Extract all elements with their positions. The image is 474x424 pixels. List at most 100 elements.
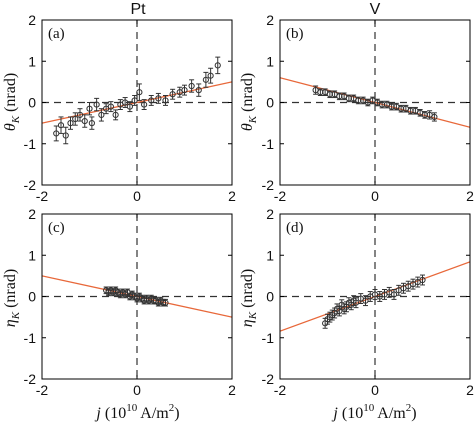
- x-tick-label: 0: [371, 382, 379, 398]
- data-point: [72, 112, 79, 126]
- data-point: [93, 97, 100, 112]
- marker: [162, 299, 169, 306]
- data-point: [141, 99, 148, 111]
- y-tick-label: 0: [28, 95, 36, 111]
- data-point: [57, 116, 65, 134]
- data-point: [169, 88, 176, 100]
- y-symbol: θ: [2, 123, 19, 131]
- data-point: [426, 110, 433, 120]
- x-tick-label: 2: [228, 382, 236, 398]
- data-point: [376, 291, 383, 302]
- x-tick-label: 2: [466, 382, 474, 398]
- y-subscript: K: [10, 311, 22, 320]
- plot-area: [42, 20, 232, 185]
- data-point: [81, 114, 88, 128]
- marker: [122, 99, 129, 106]
- data-point: [117, 99, 124, 111]
- panel-label: (b): [286, 26, 304, 42]
- x-unit-exp: 2: [169, 402, 175, 414]
- data-point: [214, 56, 221, 75]
- y-tick-label: -1: [262, 330, 275, 346]
- data-point: [350, 94, 357, 103]
- data-point: [431, 112, 438, 122]
- marker: [162, 97, 169, 104]
- y-tick-label: 1: [266, 53, 274, 69]
- marker: [390, 291, 398, 298]
- data-point: [162, 298, 169, 307]
- y-unit: (nrad): [2, 73, 19, 116]
- marker: [207, 72, 214, 79]
- data-point: [53, 125, 60, 142]
- data-point: [414, 276, 421, 288]
- x-unit: A/m: [137, 405, 169, 422]
- y-subscript: K: [247, 115, 259, 124]
- y-tick-label: 1: [266, 247, 274, 263]
- marker: [141, 101, 148, 108]
- data-point: [317, 88, 324, 96]
- marker: [419, 276, 426, 284]
- data-point: [371, 288, 379, 300]
- x-axis-title-right: j (1010 A/m2): [331, 402, 416, 422]
- data-point: [383, 100, 390, 109]
- x-tick-label: 0: [371, 188, 379, 204]
- data-point: [390, 288, 398, 300]
- y-symbol: η: [2, 319, 19, 327]
- data-point: [381, 288, 388, 300]
- data-point: [67, 116, 74, 130]
- x-tick-label: -2: [274, 188, 287, 204]
- marker: [57, 122, 65, 129]
- marker: [169, 91, 176, 98]
- y-axis-title-theta: θK (nrad): [2, 73, 22, 131]
- marker: [72, 115, 79, 123]
- data-point: [62, 126, 69, 145]
- column-title-v: V: [370, 1, 381, 18]
- x-var: j: [94, 405, 101, 422]
- marker: [181, 87, 188, 94]
- data-point: [188, 79, 195, 93]
- data-point: [312, 85, 319, 95]
- y-unit: (nrad): [239, 73, 256, 116]
- data-point: [352, 297, 360, 309]
- x-close: ): [411, 405, 416, 422]
- data-point: [122, 97, 129, 108]
- x-unit: A/m: [374, 405, 406, 422]
- y-tick-label: -1: [262, 136, 275, 152]
- marker: [126, 103, 133, 110]
- y-tick-label: -1: [24, 330, 37, 346]
- y-tick-label: 0: [28, 289, 36, 305]
- y-tick-label: -2: [262, 177, 275, 193]
- x-close: ): [174, 405, 179, 422]
- x-axis-title-left: j (1010 A/m2): [94, 402, 179, 422]
- data-point: [98, 108, 105, 122]
- x-tick-label: 0: [133, 188, 141, 204]
- y-tick-label: 0: [266, 95, 274, 111]
- marker: [67, 120, 74, 127]
- data-point: [126, 101, 133, 113]
- marker: [202, 76, 209, 83]
- y-tick-label: 0: [266, 289, 274, 305]
- marker: [98, 111, 105, 118]
- data-point: [88, 116, 95, 130]
- plot-area: [280, 20, 470, 185]
- y-tick-label: 2: [28, 12, 36, 28]
- panel-c: -2 0 2 -2 -1 0 1 2 (c): [24, 206, 237, 398]
- y-axis-title-eta-right: ηK (nrad): [239, 269, 259, 327]
- y-axis-title-eta: ηK (nrad): [2, 269, 22, 327]
- panel-label: (c): [48, 220, 65, 236]
- y-tick-label: -1: [24, 136, 37, 152]
- panel-b: -2 0 2 -2 -1 0 1 2 (b): [262, 12, 474, 204]
- x-rest: (10: [101, 405, 126, 422]
- data-point: [107, 101, 114, 113]
- marker: [195, 87, 202, 94]
- data-point: [409, 278, 417, 290]
- y-tick-label: 2: [28, 206, 36, 222]
- data-point: [202, 71, 209, 88]
- data-point: [155, 92, 162, 104]
- x-tick-label: -2: [274, 382, 287, 398]
- data-point: [86, 102, 93, 116]
- y-tick-label: 1: [28, 247, 36, 263]
- marker: [62, 132, 69, 139]
- y-symbol: η: [239, 319, 256, 327]
- y-tick-label: 1: [28, 53, 36, 69]
- data-point: [148, 94, 155, 106]
